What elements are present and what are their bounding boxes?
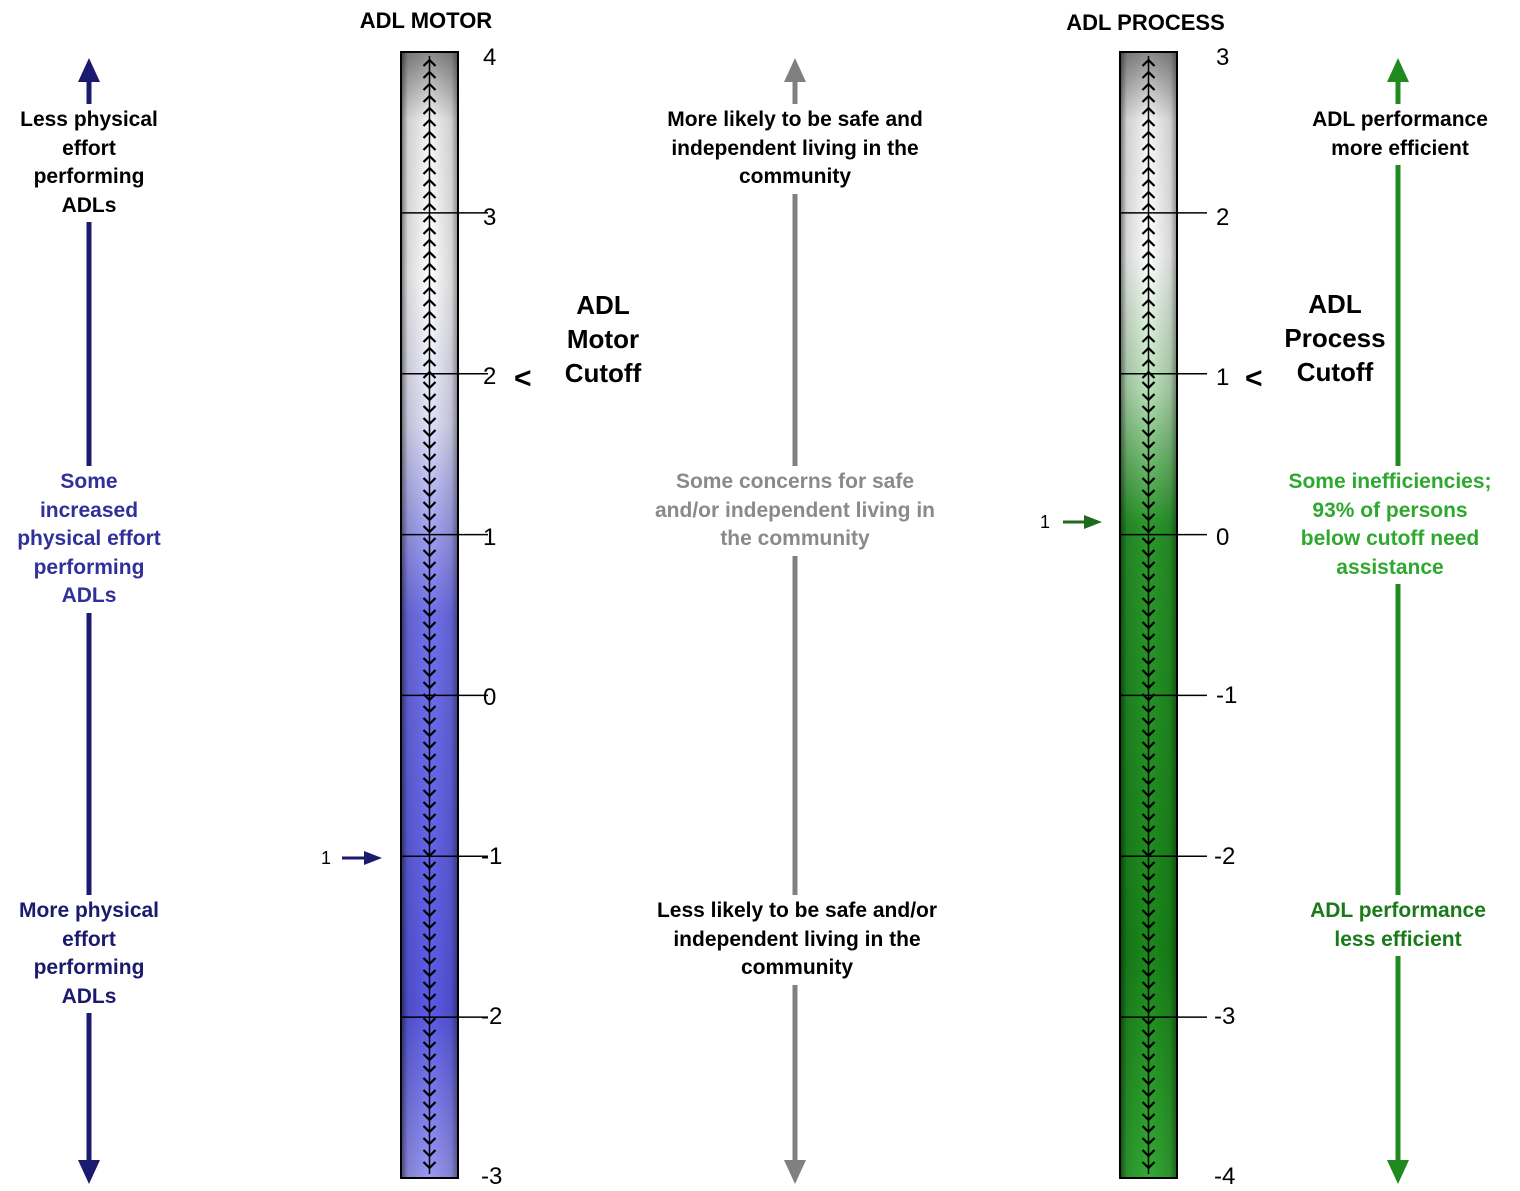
process-gridlines — [1120, 212, 1207, 1018]
process-tick-label: -2 — [1214, 843, 1236, 870]
right-axis-middle-text: Some inefficiencies; 93% of persons belo… — [1262, 466, 1518, 584]
motor-measure-label: 1 — [321, 848, 332, 868]
motor-tick-label: 4 — [483, 44, 497, 71]
motor-tick-label: 0 — [483, 684, 497, 711]
motor-cutoff-label: ADL Motor Cutoff — [564, 290, 642, 388]
motor-title: ADL MOTOR — [359, 8, 493, 33]
motor-column — [400, 51, 488, 1179]
center-axis-top-text: More likely to be safe and independent l… — [640, 104, 950, 194]
motor-tick-label: -1 — [481, 843, 503, 870]
center-axis — [784, 58, 806, 1184]
motor-chevrons — [422, 56, 437, 1174]
process-cutoff-marker: < — [1245, 362, 1263, 395]
process-tick-label: 2 — [1216, 204, 1230, 231]
left-axis — [78, 58, 100, 1184]
motor-tick-label: -3 — [481, 1163, 503, 1190]
motor-tick-label: 2 — [483, 363, 497, 390]
process-title: ADL PROCESS — [1066, 10, 1225, 35]
motor-cutoff-marker: < — [514, 362, 532, 395]
process-tick-label: -1 — [1216, 682, 1238, 709]
motor-measure-arrow — [342, 851, 382, 865]
process-tick-label: 3 — [1216, 44, 1230, 71]
process-chevrons — [1141, 56, 1156, 1174]
left-axis-top-text: Less physical effort performing ADLs — [4, 104, 174, 222]
motor-gridlines — [401, 212, 488, 1018]
process-tick-label: 0 — [1216, 524, 1230, 551]
motor-tick-label: 1 — [483, 524, 497, 551]
center-axis-middle-text: Some concerns for safe and/or independen… — [630, 466, 960, 556]
process-tick-label: 1 — [1216, 364, 1230, 391]
left-axis-middle-text: Some increased physical effort performin… — [2, 466, 176, 613]
process-measure-arrow — [1063, 515, 1102, 529]
process-cutoff-label: ADL Process Cutoff — [1284, 289, 1386, 387]
process-column — [1119, 51, 1207, 1179]
center-axis-bottom-text: Less likely to be safe and/or independen… — [630, 895, 964, 985]
process-measure-label: 1 — [1040, 512, 1051, 532]
process-tick-label: -3 — [1214, 1003, 1236, 1030]
motor-tick-label: -2 — [481, 1003, 503, 1030]
right-axis — [1387, 58, 1409, 1184]
motor-tick-label: 3 — [483, 204, 497, 231]
process-tick-label: -4 — [1214, 1163, 1236, 1190]
right-axis-bottom-text: ADL performance less efficient — [1292, 895, 1504, 956]
right-axis-top-text: ADL performance more efficient — [1290, 104, 1510, 165]
left-axis-bottom-text: More physical effort performing ADLs — [4, 895, 174, 1013]
